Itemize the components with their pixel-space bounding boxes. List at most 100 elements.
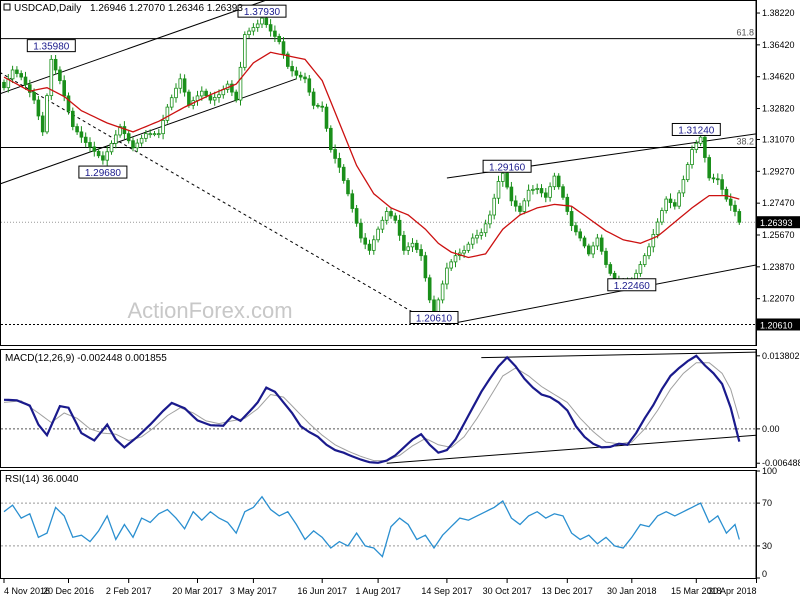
candle-body [544, 192, 548, 198]
x-tick-label: 20 Mar 2017 [172, 586, 223, 596]
candle-body [359, 222, 363, 239]
candle-body [677, 192, 681, 207]
price-grid: 61.8 38.2 [1, 28, 756, 325]
candle-body [83, 136, 88, 143]
candle-body [496, 181, 501, 199]
candle-body [647, 246, 651, 257]
sma-line [3, 51, 740, 259]
candle-body [144, 133, 148, 139]
candle-body [337, 158, 342, 168]
x-tick-label: 30 Oct 2017 [483, 586, 532, 596]
candle-body [716, 178, 720, 181]
x-tick-label: 15 Mar 2018 [671, 586, 722, 596]
candle-body [393, 215, 398, 221]
candle-body [707, 157, 711, 179]
candle-body [264, 17, 269, 26]
candle-body [427, 277, 432, 301]
candle-body [445, 267, 449, 285]
x-tick-label: 30 Jan 2018 [607, 586, 657, 596]
candle-body [66, 95, 71, 112]
macd-tick-label: 0.00 [762, 424, 780, 434]
candle-body [733, 204, 737, 212]
price-tag-label: 1.37930 [244, 7, 281, 18]
candle-body [260, 17, 264, 25]
fib-label: 38.2 [736, 136, 754, 146]
last-price-tag [757, 216, 800, 229]
candle-body [526, 189, 531, 202]
candle-body [135, 142, 140, 149]
candle-body [324, 106, 329, 129]
candle-body [651, 234, 656, 248]
candle-body [380, 219, 385, 230]
x-tick-label: 13 Dec 2017 [542, 586, 593, 596]
price-tag-box [482, 159, 532, 173]
candle-body [376, 228, 380, 241]
candle-body [548, 186, 552, 198]
price-tag-label: 1.29680 [85, 168, 122, 179]
candle-body [440, 283, 445, 301]
channel-line [0, 78, 297, 185]
candle-body [294, 70, 299, 76]
candle-body [204, 90, 208, 97]
price-tag-box [78, 165, 128, 179]
candle-body [397, 219, 402, 236]
candle-body [565, 196, 570, 212]
price-tick-label: 1.25670 [762, 230, 795, 240]
ohlc-label: 1.26946 1.27070 1.26346 1.26393 [90, 3, 243, 14]
candle-body [126, 133, 131, 142]
price-tick-label: 1.27470 [762, 198, 795, 208]
price-tag-label: 1.20610 [416, 313, 453, 324]
candle-body [15, 69, 19, 74]
candle-body [402, 234, 406, 251]
rsi-axis: 100 70 30 0 [755, 466, 777, 579]
candle-body [479, 232, 484, 236]
low-level-tag [757, 318, 800, 331]
candle-body [604, 250, 608, 265]
rsi-grid [1, 502, 756, 547]
candle-body [556, 175, 561, 188]
candle-body [10, 69, 15, 80]
candle-body [152, 133, 157, 136]
candle-body [238, 66, 243, 101]
macd-tick-label: 0.013802 [762, 351, 800, 361]
candle-body [281, 41, 286, 55]
candle-body [513, 200, 518, 207]
candle-body [690, 149, 694, 165]
rsi-tick-label: 30 [762, 541, 772, 551]
candle-body [290, 66, 294, 72]
candle-body [92, 146, 97, 152]
candle-body [488, 214, 492, 225]
candle-body [475, 234, 479, 239]
candle-body [694, 142, 699, 150]
candle-body [363, 237, 367, 245]
candle-body [19, 73, 23, 78]
candle-body [96, 150, 101, 157]
candle-body [247, 30, 251, 36]
price-tag-box [26, 39, 76, 53]
rsi-tick-label: 100 [762, 466, 777, 476]
candle-body [2, 81, 6, 89]
candle-body [578, 231, 582, 239]
candle-body [531, 188, 535, 191]
candle-body [685, 164, 690, 181]
candle-body [569, 211, 574, 227]
candle-body [449, 261, 453, 269]
candle-body [277, 35, 281, 43]
price-tick-label: 1.29270 [762, 166, 795, 176]
candle-body [199, 90, 204, 97]
candle-body [737, 211, 742, 223]
candle-body [88, 142, 92, 148]
candle-body [350, 193, 355, 209]
candle-body [62, 80, 66, 97]
price-tick-label: 1.22070 [762, 294, 795, 304]
candle-body [367, 243, 372, 251]
candle-body [591, 245, 595, 255]
candle-body [371, 239, 376, 251]
candle-body [242, 34, 247, 68]
price-tag-box [671, 122, 721, 136]
candle-body [599, 237, 604, 252]
watermark-text: ActionForex.com [127, 298, 292, 323]
candle-body [720, 179, 724, 190]
